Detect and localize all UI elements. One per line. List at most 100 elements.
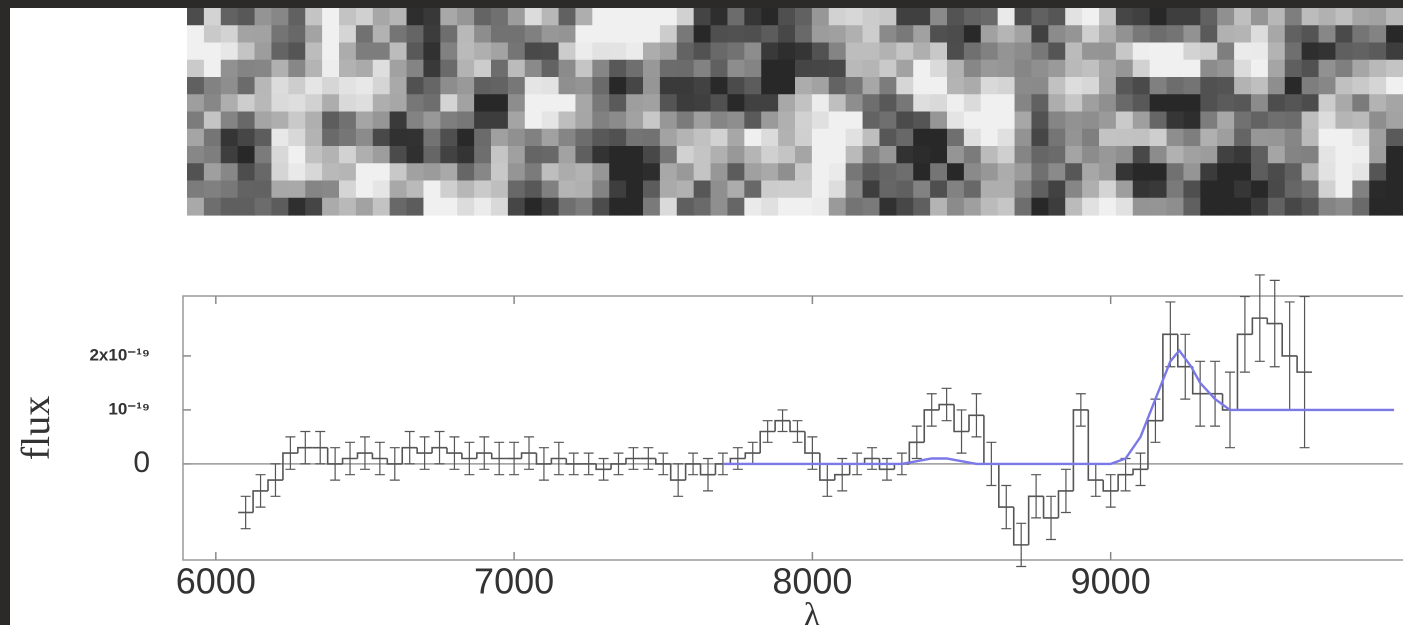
image-pixel [203, 128, 222, 147]
image-pixel [1301, 77, 1320, 95]
step [759, 430, 776, 454]
image-pixel [271, 146, 289, 164]
image-pixel [507, 128, 526, 147]
image-pixel [457, 25, 475, 44]
image-pixel [727, 146, 745, 164]
image-pixel [879, 8, 897, 26]
step [699, 463, 716, 476]
image-pixel [643, 8, 661, 26]
image-pixel [997, 163, 1016, 182]
image-pixel [1149, 77, 1168, 95]
image-pixel [372, 163, 391, 182]
image-pixel [1284, 25, 1303, 44]
image-pixel [693, 180, 712, 199]
image-pixel [930, 25, 948, 44]
error-bar [762, 420, 773, 443]
step [1176, 334, 1193, 368]
image-pixel [862, 111, 881, 130]
y-axis-label: flux [13, 396, 58, 460]
image-pixel [1217, 163, 1235, 182]
image-pixel [389, 8, 408, 26]
image-pixel [1335, 111, 1353, 130]
step [1191, 366, 1208, 395]
image-pixel [1115, 59, 1134, 78]
error-bar [1001, 484, 1012, 530]
image-pixel [896, 59, 914, 78]
image-pixel [372, 128, 391, 147]
image-pixel [1115, 8, 1134, 26]
image-pixel [1284, 180, 1303, 199]
image-pixel [1048, 42, 1066, 61]
step [1027, 495, 1044, 545]
image-pixel [1335, 180, 1353, 199]
image-pixel [237, 59, 256, 78]
image-pixel [963, 77, 982, 95]
image-pixel [778, 77, 796, 95]
image-pixel [389, 25, 408, 44]
image-pixel [389, 111, 408, 130]
step [535, 453, 552, 465]
image-pixel [322, 59, 340, 78]
image-pixel [474, 128, 492, 147]
image-pixel [1132, 77, 1151, 95]
image-pixel [693, 163, 712, 182]
image-pixel [828, 8, 847, 26]
step [968, 414, 984, 432]
image-pixel [828, 197, 847, 216]
image-pixel [575, 59, 593, 78]
image-pixel [507, 111, 526, 130]
image-pixel [507, 197, 526, 216]
image-pixel [1318, 8, 1337, 26]
image-pixel [423, 111, 441, 130]
image-pixel [693, 59, 712, 78]
image-pixel [744, 94, 762, 113]
image-pixel [1065, 146, 1083, 164]
image-pixel [778, 180, 796, 199]
image-pixel [913, 77, 931, 95]
image-pixel [609, 94, 627, 113]
image-pixel [271, 180, 289, 199]
image-pixel [1234, 163, 1252, 182]
image-pixel [1251, 59, 1269, 78]
image-pixel [1082, 77, 1100, 95]
image-pixel [1183, 146, 1201, 164]
image-pixel [896, 94, 914, 113]
image-pixel [845, 77, 864, 95]
image-pixel [474, 163, 492, 182]
step [476, 452, 492, 459]
image-pixel [1132, 163, 1151, 182]
step [1042, 496, 1059, 519]
image-pixel [1267, 8, 1286, 26]
image-pixel [1132, 146, 1151, 164]
image-pixel [305, 94, 323, 113]
image-pixel [930, 8, 948, 26]
image-pixel [355, 180, 374, 199]
image-pixel [1386, 42, 1403, 61]
image-pixel [1200, 8, 1218, 26]
image-pixel [1014, 77, 1033, 95]
image-pixel [1149, 128, 1168, 147]
image-pixel [220, 197, 239, 216]
image-pixel [271, 94, 289, 113]
image-pixel [744, 146, 762, 164]
image-pixel [339, 197, 357, 216]
image-pixel [997, 42, 1016, 61]
step [1057, 490, 1074, 518]
image-pixel [1200, 94, 1218, 113]
step [1162, 333, 1178, 421]
image-pixel [322, 197, 340, 216]
image-pixel [913, 8, 931, 26]
image-pixel [305, 197, 323, 216]
image-pixel [896, 77, 914, 95]
spectrum-image [187, 8, 1403, 216]
image-pixel [1386, 111, 1403, 130]
image-pixel [305, 163, 323, 182]
image-pixel [862, 163, 881, 182]
image-pixel [930, 163, 948, 182]
image-pixel [795, 146, 813, 164]
step [446, 447, 462, 454]
image-pixel [305, 128, 323, 147]
image-pixel [1386, 146, 1403, 164]
image-pixel [237, 42, 256, 61]
